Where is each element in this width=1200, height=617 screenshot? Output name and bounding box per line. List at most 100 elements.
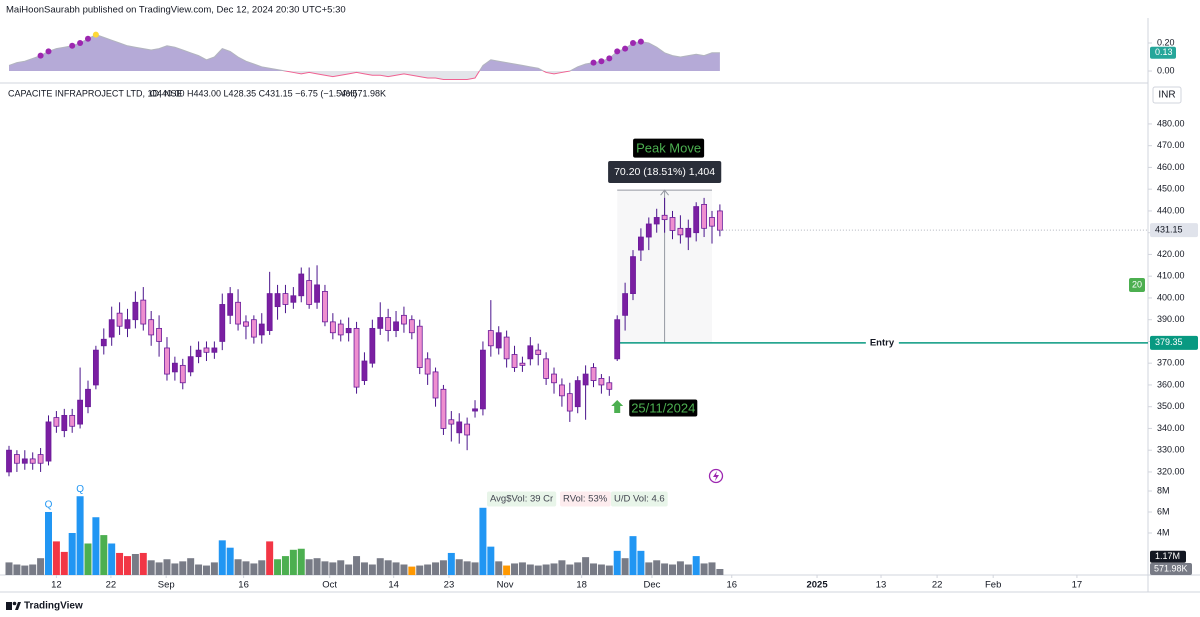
volume-bar	[76, 496, 84, 575]
candle-body	[21, 458, 28, 464]
candle-body	[480, 349, 486, 410]
volume-bar	[684, 564, 692, 575]
candle-body	[566, 393, 573, 412]
candle-body	[645, 223, 652, 238]
volume-bar	[155, 562, 163, 575]
volume-bar	[416, 565, 424, 575]
volume-bar	[637, 550, 645, 575]
volume-bar	[574, 562, 582, 575]
candle-body	[6, 449, 12, 473]
oscillator-area-negative	[285, 71, 570, 80]
volume-bar	[250, 563, 258, 575]
alert-icon[interactable]	[708, 468, 724, 484]
candle-body	[487, 330, 494, 347]
volume-bar	[368, 564, 376, 575]
volume-bar	[242, 561, 250, 575]
volume-bar	[605, 565, 613, 575]
candle-body	[511, 354, 518, 368]
oscillator-area	[9, 34, 720, 72]
candle-body	[606, 382, 613, 390]
entry-price-label: 379.35	[1155, 337, 1183, 347]
candle-body	[598, 378, 605, 386]
volume-bar	[550, 563, 558, 575]
candle-body	[108, 319, 115, 338]
oscillator-marker	[598, 58, 605, 65]
candle-body	[416, 325, 423, 368]
candle-body	[345, 327, 352, 334]
footer: TradingView	[6, 601, 83, 612]
volume-bar	[645, 562, 653, 575]
candle-body	[377, 317, 384, 329]
volume-bar	[408, 566, 416, 575]
volume-bar	[337, 560, 345, 575]
last-price-box	[1150, 223, 1198, 238]
volume-bar	[447, 552, 455, 575]
alert-ring[interactable]	[708, 468, 724, 484]
volume-bar	[202, 565, 210, 575]
candle-body	[116, 312, 123, 327]
badge: 20	[1132, 279, 1142, 289]
volume-bar	[392, 562, 400, 575]
candle-body	[235, 301, 241, 325]
oscillator-marker	[37, 52, 44, 59]
volume-bar	[281, 556, 289, 575]
candle-body	[701, 204, 707, 229]
volume-bar	[139, 552, 147, 575]
volume-bar	[234, 559, 242, 575]
x-tick-label: 14	[388, 580, 399, 591]
candle-body	[551, 373, 557, 384]
volume-bar	[29, 564, 37, 575]
volume-bar	[487, 546, 495, 575]
measure-arrowhead	[660, 189, 669, 196]
oscillator-last-box	[1150, 46, 1176, 59]
oscillator-marker	[630, 39, 637, 46]
candle-body	[393, 321, 399, 331]
volume-bar	[218, 540, 226, 575]
volume-bar	[13, 564, 21, 575]
candle-body	[535, 349, 542, 355]
candle-body	[716, 210, 723, 231]
candle-body	[53, 417, 60, 427]
currency[interactable]: INR	[1158, 90, 1175, 101]
volume-last-box	[1150, 562, 1192, 575]
ohlc: O440.00 H443.00 L428.35 C431.15 −6.75 (−…	[150, 88, 357, 98]
volume-bar	[84, 543, 92, 575]
alert-bolt[interactable]	[713, 471, 719, 481]
volume-bar	[613, 550, 621, 575]
candle-body	[543, 358, 550, 379]
volume-bar	[52, 541, 60, 575]
volume-bar	[131, 553, 139, 575]
volume-bar	[108, 543, 116, 575]
y-tick-label: 4M	[1157, 527, 1170, 537]
y-tick-label: 410.00	[1157, 271, 1185, 281]
volume-bar	[21, 565, 29, 575]
candle-body	[258, 323, 265, 336]
volume-bar	[534, 565, 542, 575]
volume-bar	[692, 556, 700, 575]
volume-bar	[329, 562, 337, 575]
candle-body	[306, 280, 313, 305]
y-tick-label: 440.00	[1157, 205, 1185, 215]
candle-body	[685, 227, 692, 238]
volume-bar	[400, 564, 408, 575]
candle-body	[614, 319, 621, 360]
footer-brand: TradingView	[24, 601, 83, 612]
y-tick-label: 400.00	[1157, 292, 1185, 302]
volume-bar	[582, 557, 590, 575]
oscillator-marker	[69, 42, 76, 49]
volume-bar	[274, 559, 282, 575]
candle-body	[369, 327, 376, 364]
date-arrow	[611, 400, 624, 413]
x-tick-label: 23	[444, 580, 455, 591]
logo-part	[12, 601, 17, 606]
volume-bar	[123, 556, 131, 575]
volume-bar	[289, 549, 297, 575]
candle-body	[503, 336, 510, 360]
candle-body	[456, 421, 463, 434]
volume-legend: U/D Vol: 4.6	[614, 494, 665, 505]
oscillator-marker	[590, 59, 597, 66]
x-tick-label: 17	[1072, 580, 1083, 591]
currency-box[interactable]	[1152, 86, 1182, 104]
candle-body	[630, 256, 636, 294]
